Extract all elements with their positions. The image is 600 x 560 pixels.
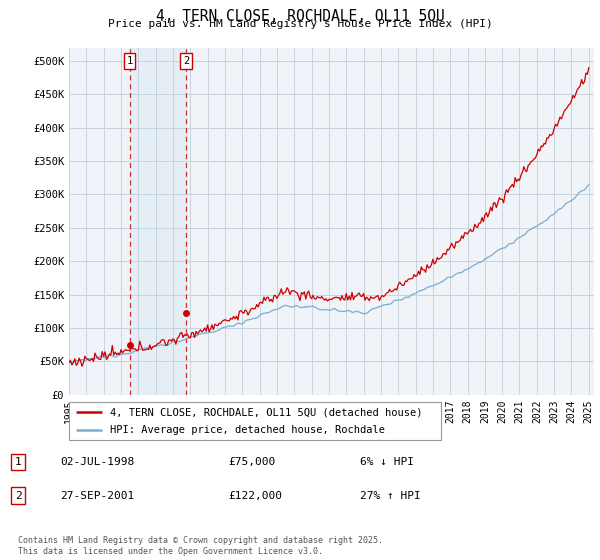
Text: 1: 1 (14, 457, 22, 467)
Text: 4, TERN CLOSE, ROCHDALE, OL11 5QU (detached house): 4, TERN CLOSE, ROCHDALE, OL11 5QU (detac… (110, 407, 422, 417)
Text: 27% ↑ HPI: 27% ↑ HPI (360, 491, 421, 501)
Text: Contains HM Land Registry data © Crown copyright and database right 2025.
This d: Contains HM Land Registry data © Crown c… (18, 536, 383, 556)
Text: 4, TERN CLOSE, ROCHDALE, OL11 5QU: 4, TERN CLOSE, ROCHDALE, OL11 5QU (155, 9, 445, 24)
Text: 2: 2 (183, 56, 189, 66)
Text: 27-SEP-2001: 27-SEP-2001 (60, 491, 134, 501)
Text: 6% ↓ HPI: 6% ↓ HPI (360, 457, 414, 467)
Text: HPI: Average price, detached house, Rochdale: HPI: Average price, detached house, Roch… (110, 425, 385, 435)
Text: £75,000: £75,000 (228, 457, 275, 467)
Bar (130, 48, 186, 395)
FancyBboxPatch shape (69, 402, 441, 440)
Text: 1: 1 (127, 56, 133, 66)
Text: 2: 2 (14, 491, 22, 501)
Text: 02-JUL-1998: 02-JUL-1998 (60, 457, 134, 467)
Text: £122,000: £122,000 (228, 491, 282, 501)
Text: Price paid vs. HM Land Registry's House Price Index (HPI): Price paid vs. HM Land Registry's House … (107, 19, 493, 29)
